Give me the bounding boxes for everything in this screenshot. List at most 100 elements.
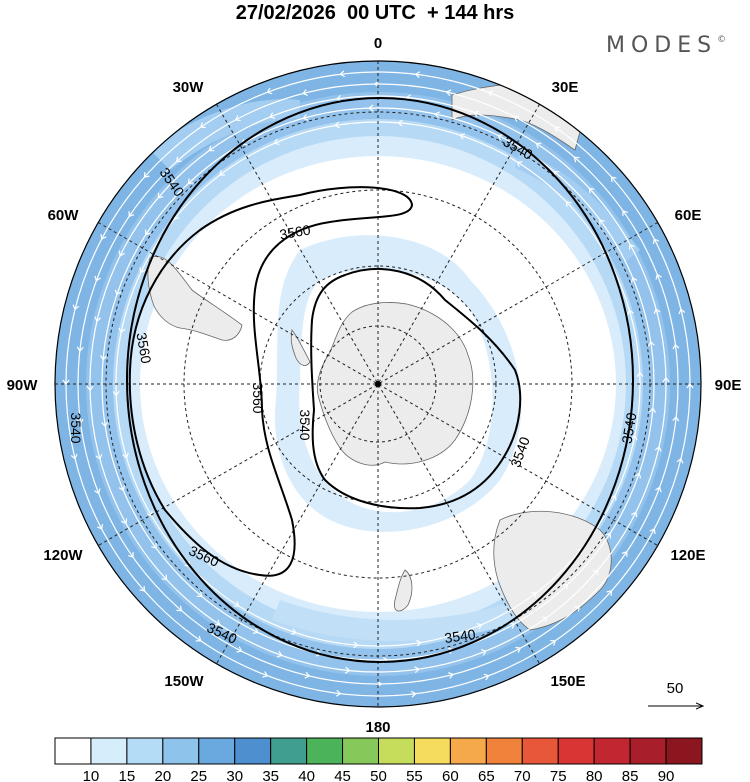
colorbar-swatch xyxy=(629,737,667,765)
antarctica xyxy=(316,302,474,466)
stream-arrow xyxy=(290,628,297,635)
stream-arrow xyxy=(233,600,240,607)
stream-arrow xyxy=(652,238,660,245)
stream-arrow xyxy=(208,145,215,152)
stream-arrow xyxy=(476,622,483,630)
stream-arrow xyxy=(62,379,70,385)
stream-arrow xyxy=(574,605,581,612)
stream-arrow xyxy=(195,635,202,642)
colorbar-label: 75 xyxy=(550,768,567,782)
stream-arrow xyxy=(655,486,662,493)
colorbar-label: 80 xyxy=(586,768,603,782)
graticule xyxy=(55,61,701,707)
stream-arrow xyxy=(672,343,680,350)
stream-arrow xyxy=(480,649,487,656)
colorbar-swatch xyxy=(306,737,344,765)
reference-vector-label: 50 xyxy=(667,680,684,697)
stream-arrow xyxy=(128,552,134,558)
lon-label-150e: 150E xyxy=(550,673,585,690)
stream-arrow xyxy=(269,112,276,119)
stream-arrow xyxy=(541,616,548,623)
stream-arrow xyxy=(513,115,520,122)
stream-arrow xyxy=(686,383,694,389)
reference-vector: 50 xyxy=(648,680,703,706)
stream-arrow xyxy=(535,142,542,149)
colorbar-label: 30 xyxy=(226,768,243,782)
colorbar-swatch xyxy=(198,737,236,765)
colorbar-swatch xyxy=(593,737,631,765)
stream-arrow xyxy=(483,673,490,681)
stream-arrow xyxy=(414,71,421,79)
colorbar-label: 90 xyxy=(658,768,675,782)
landmasses xyxy=(147,83,612,631)
stream-arrow xyxy=(531,592,537,598)
stream-arrow xyxy=(448,672,454,679)
stream-arrow xyxy=(94,275,101,282)
contour-3540-inner xyxy=(310,268,522,510)
stream-arrow xyxy=(144,229,151,236)
stream-arrow xyxy=(122,452,129,459)
colorbar-swatch xyxy=(234,737,272,765)
colorbar-label: 55 xyxy=(406,768,423,782)
stream-arrow xyxy=(416,639,422,647)
stream-arrow xyxy=(143,172,150,178)
longitude-labels: 0 30E 60E 90E 120E 150E 180 150W 120W 90… xyxy=(7,35,742,736)
stream-arrow xyxy=(636,371,644,378)
stream-arrow xyxy=(196,591,203,598)
stream-arrow xyxy=(662,376,670,383)
stream-arrow xyxy=(344,666,351,674)
contour-3540-outer xyxy=(126,97,634,663)
stream-arrow xyxy=(139,267,146,274)
stream-arrow xyxy=(655,273,662,280)
colorbar-label: 35 xyxy=(262,768,279,782)
stream-arrow xyxy=(175,156,182,163)
stream-arrow xyxy=(678,308,686,315)
stream-arrow xyxy=(121,518,128,525)
stream-arrow xyxy=(339,70,346,78)
lon-label-60w: 60W xyxy=(48,207,80,224)
height-contours xyxy=(126,97,634,663)
stream-arrow xyxy=(86,385,94,392)
colorbar-label: 60 xyxy=(442,768,459,782)
stream-arrow xyxy=(70,453,78,460)
stream-arrow xyxy=(373,80,380,88)
stream-arrow xyxy=(603,251,610,258)
modes-logo: MODES© xyxy=(606,33,726,58)
lon-label-30w: 30W xyxy=(173,79,205,96)
lon-label-90e: 90E xyxy=(715,377,742,394)
stream-arrow xyxy=(654,445,662,452)
contour-label: 3560 xyxy=(133,331,154,365)
lon-label-150w: 150W xyxy=(164,673,204,690)
colorbar-swatch xyxy=(665,737,703,765)
colorbar-swatch xyxy=(485,737,523,765)
stream-arrow xyxy=(634,472,642,479)
stream-arrow xyxy=(234,115,241,122)
stream-arrow xyxy=(112,390,120,397)
stream-arrow xyxy=(100,233,107,240)
stream-arrow xyxy=(161,574,168,581)
colorbar-swatch xyxy=(90,737,128,765)
colorbar-label: 10 xyxy=(83,768,100,782)
colorbar-swatch xyxy=(126,737,164,765)
stream-arrow xyxy=(157,192,164,199)
lon-label-60e: 60E xyxy=(675,207,702,224)
colorbar-label: 15 xyxy=(119,768,136,782)
colorbar-swatch xyxy=(521,737,559,765)
stream-arrow xyxy=(627,309,634,316)
stream-arrow xyxy=(368,104,374,112)
stream-arrow xyxy=(653,308,661,314)
colorbar-label: 70 xyxy=(514,768,531,782)
stream-arrow xyxy=(302,113,309,121)
stream-arrow xyxy=(219,170,225,176)
stream-arrow xyxy=(573,156,580,163)
stream-arrow xyxy=(649,407,657,413)
australia xyxy=(493,510,612,631)
south-america xyxy=(147,255,243,341)
map-border xyxy=(54,60,702,708)
stream-arrow xyxy=(509,622,516,629)
stream-arrow xyxy=(497,134,504,141)
map-title: 27/02/2026 00 UTC + 144 hrs xyxy=(235,2,515,24)
stream-arrow xyxy=(252,627,259,634)
stream-arrow xyxy=(649,528,656,535)
stream-arrow xyxy=(553,170,560,177)
